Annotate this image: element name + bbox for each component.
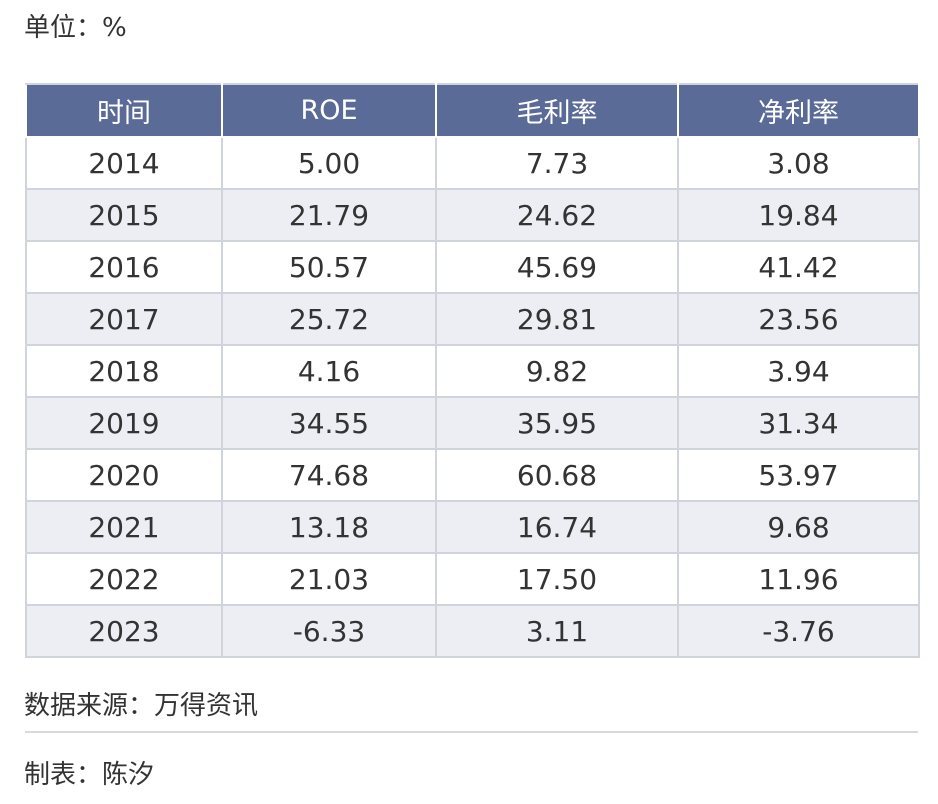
divider	[25, 731, 918, 733]
data-table-container: 时间 ROE 毛利率 净利率 2014 5.00 7.73 3.08 2015 …	[25, 83, 920, 658]
cell-gross-margin: 3.11	[435, 604, 679, 658]
cell-year: 2019	[25, 396, 223, 450]
table-row: 2017 25.72 29.81 23.56	[25, 292, 920, 346]
table-row: 2022 21.03 17.50 11.96	[25, 552, 920, 606]
cell-roe: 34.55	[221, 396, 437, 450]
cell-year: 2015	[25, 188, 223, 242]
cell-net-margin: 9.68	[677, 500, 920, 554]
cell-roe: 25.72	[221, 292, 437, 346]
cell-net-margin: 3.94	[677, 344, 920, 398]
cell-net-margin: -3.76	[677, 604, 920, 658]
cell-roe: 5.00	[221, 136, 437, 190]
cell-gross-margin: 7.73	[435, 136, 679, 190]
data-source-note: 数据来源：万得资讯	[24, 691, 259, 721]
cell-gross-margin: 29.81	[435, 292, 679, 346]
cell-gross-margin: 16.74	[435, 500, 679, 554]
cell-roe: 4.16	[221, 344, 437, 398]
cell-gross-margin: 45.69	[435, 240, 679, 294]
cell-year: 2021	[25, 500, 223, 554]
cell-net-margin: 3.08	[677, 136, 920, 190]
table-row: 2015 21.79 24.62 19.84	[25, 188, 920, 242]
cell-year: 2022	[25, 552, 223, 606]
cell-roe: -6.33	[221, 604, 437, 658]
table-row: 2020 74.68 60.68 53.97	[25, 448, 920, 502]
cell-gross-margin: 24.62	[435, 188, 679, 242]
header-cell-gross-margin: 毛利率	[435, 83, 679, 138]
header-cell-roe: ROE	[221, 83, 437, 138]
header-cell-year: 时间	[25, 83, 223, 138]
cell-net-margin: 41.42	[677, 240, 920, 294]
cell-year: 2016	[25, 240, 223, 294]
cell-gross-margin: 9.82	[435, 344, 679, 398]
cell-net-margin: 19.84	[677, 188, 920, 242]
cell-net-margin: 11.96	[677, 552, 920, 606]
cell-net-margin: 53.97	[677, 448, 920, 502]
cell-gross-margin: 17.50	[435, 552, 679, 606]
cell-roe: 13.18	[221, 500, 437, 554]
cell-roe: 50.57	[221, 240, 437, 294]
cell-gross-margin: 60.68	[435, 448, 679, 502]
header-cell-net-margin: 净利率	[677, 83, 920, 138]
cell-year: 2018	[25, 344, 223, 398]
table-header-row: 时间 ROE 毛利率 净利率	[25, 83, 920, 138]
cell-year: 2014	[25, 136, 223, 190]
cell-net-margin: 23.56	[677, 292, 920, 346]
unit-label: 单位：%	[24, 13, 127, 43]
table-row: 2018 4.16 9.82 3.94	[25, 344, 920, 398]
cell-year: 2020	[25, 448, 223, 502]
cell-year: 2023	[25, 604, 223, 658]
cell-net-margin: 31.34	[677, 396, 920, 450]
table-row: 2019 34.55 35.95 31.34	[25, 396, 920, 450]
cell-roe: 21.79	[221, 188, 437, 242]
cell-year: 2017	[25, 292, 223, 346]
author-note: 制表：陈汐	[24, 760, 155, 790]
table-row: 2023 -6.33 3.11 -3.76	[25, 604, 920, 658]
data-table: 时间 ROE 毛利率 净利率 2014 5.00 7.73 3.08 2015 …	[25, 83, 920, 658]
table-row: 2021 13.18 16.74 9.68	[25, 500, 920, 554]
table-row: 2014 5.00 7.73 3.08	[25, 136, 920, 190]
cell-roe: 21.03	[221, 552, 437, 606]
cell-roe: 74.68	[221, 448, 437, 502]
cell-gross-margin: 35.95	[435, 396, 679, 450]
table-row: 2016 50.57 45.69 41.42	[25, 240, 920, 294]
